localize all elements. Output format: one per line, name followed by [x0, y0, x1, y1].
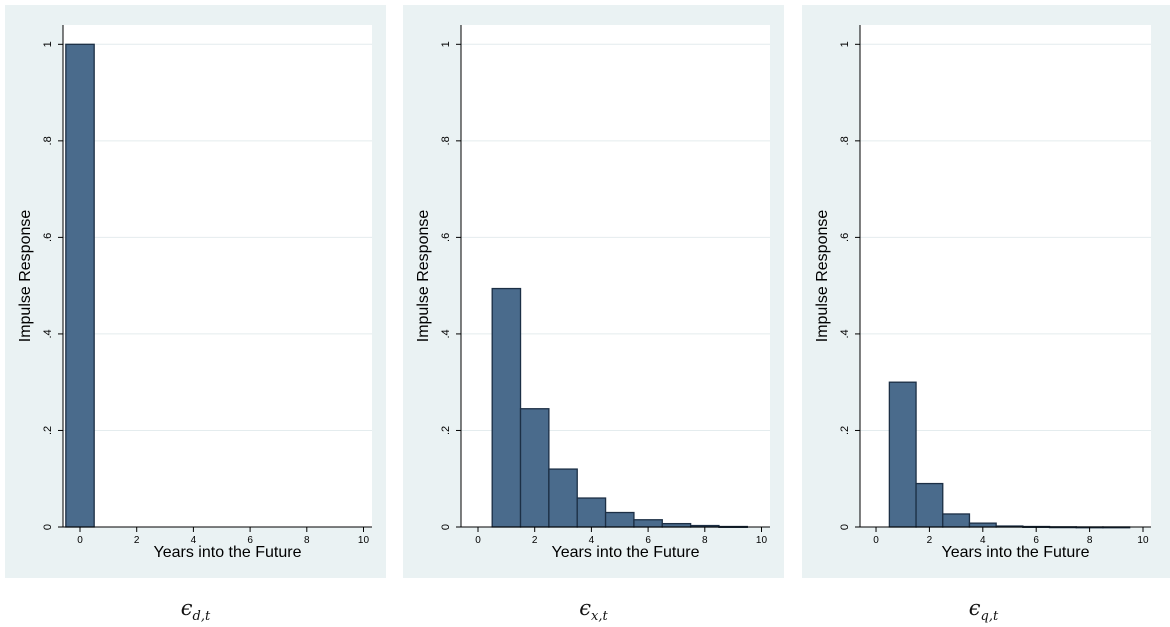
x-tick-label: 6: [247, 535, 253, 546]
x-tick-label: 8: [702, 535, 708, 546]
y-tick-label: .8: [440, 136, 452, 145]
y-tick-label: 1: [42, 41, 54, 47]
bar-6: [633, 519, 663, 528]
caption-3-sub: q,t: [980, 609, 999, 625]
bar-2: [519, 408, 550, 528]
bar-4: [576, 497, 607, 528]
x-tick-label: 6: [645, 535, 651, 546]
bar-3: [548, 468, 578, 528]
caption-1-sub: d,t: [192, 609, 211, 625]
bar-5: [604, 511, 635, 528]
bar-4: [968, 522, 997, 528]
y-axis-title: Impulse Response: [415, 210, 432, 343]
bar-0: [65, 43, 95, 528]
y-tick-label: .4: [42, 329, 54, 338]
bar-3: [942, 513, 971, 528]
plot-area: [63, 25, 372, 527]
caption-1: ϵd,t: [5, 596, 386, 624]
y-axis-title: Impulse Response: [17, 210, 34, 343]
x-axis-title: Years into the Future: [552, 544, 700, 561]
caption-2-sub: x,t: [591, 609, 608, 625]
x-tick-label: 4: [191, 535, 197, 546]
y-tick-label: .2: [440, 426, 452, 435]
bar-1: [491, 287, 522, 528]
bar-2: [915, 482, 944, 528]
x-tick-label: 10: [756, 535, 768, 546]
x-tick-label: 0: [475, 535, 481, 546]
x-tick-label: 0: [873, 535, 879, 546]
y-tick-label: .6: [42, 233, 54, 242]
y-tick-label: 1: [440, 41, 452, 47]
caption-3: ϵq,t: [802, 596, 1165, 624]
bar-7: [661, 522, 692, 528]
x-tick-label: 4: [589, 535, 595, 546]
x-tick-label: 2: [927, 535, 933, 546]
chart-panel-2: 0.2.4.6.8 1 0 2 4 6 8 10 Years into the Future Im…: [403, 5, 784, 578]
y-tick-label: .4: [839, 329, 851, 338]
x-tick-label: 2: [532, 535, 538, 546]
x-tick-label: 10: [1137, 535, 1149, 546]
x-axis-title: Years into the Future: [154, 544, 302, 561]
x-tick-label: 8: [304, 535, 310, 546]
y-tick-label: .6: [440, 233, 452, 242]
y-tick-label: .6: [839, 233, 851, 242]
x-tick-label: 2: [134, 535, 140, 546]
x-tick-label: 6: [1033, 535, 1039, 546]
y-tick-label: 0: [839, 524, 851, 530]
y-axis-title: Impulse Response: [814, 210, 831, 343]
y-tick-label: .2: [42, 426, 54, 435]
x-tick-label: 8: [1087, 535, 1093, 546]
caption-1-base: ϵ: [180, 596, 193, 620]
y-tick-label: .8: [42, 136, 54, 145]
y-tick-label: 0: [42, 524, 54, 530]
x-tick-label: 4: [980, 535, 986, 546]
chart-panel-3: 0.2.4.6.8 1 0 2 4 6 8 10 Years into the Future Im…: [802, 5, 1170, 578]
x-tick-label: 0: [77, 535, 83, 546]
caption-2-base: ϵ: [579, 596, 592, 620]
y-tick-label: 0: [440, 524, 452, 530]
bar-1: [888, 381, 917, 528]
chart-panel-1: 0.2.4.6.8 1 0 2 4 6 8 10 Years into the Future Im…: [5, 5, 386, 578]
x-axis-title: Years into the Future: [942, 544, 1090, 561]
y-tick-label: .8: [839, 136, 851, 145]
y-tick-label: .2: [839, 426, 851, 435]
x-tick-label: 10: [358, 535, 370, 546]
y-tick-label: 1: [839, 41, 851, 47]
y-tick-label: .4: [440, 329, 452, 338]
caption-2: ϵx,t: [403, 596, 784, 624]
caption-3-base: ϵ: [968, 596, 981, 620]
